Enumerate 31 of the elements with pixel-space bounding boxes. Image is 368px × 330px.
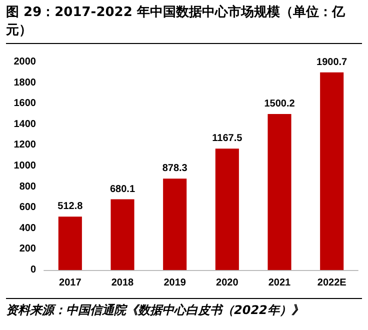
text: 资料来源：中国信通院《数据中心白皮书（2022年）》 — [6, 298, 362, 318]
data-label: 1500.2 — [264, 98, 296, 110]
y-tick-label: 800 — [19, 181, 36, 192]
x-tick-label: 2017 — [59, 278, 82, 288]
y-tick-label: 400 — [19, 222, 36, 234]
y-tick-label: 0 — [30, 264, 36, 276]
data-label: 878.3 — [162, 163, 188, 174]
y-tick-label: 1000 — [14, 160, 36, 172]
bar — [163, 178, 187, 270]
bar — [320, 72, 344, 270]
y-tick-label: 1200 — [14, 140, 36, 151]
data-label: 512.8 — [58, 201, 84, 212]
data-label: 680.1 — [110, 184, 136, 195]
y-tick-label: 200 — [19, 244, 36, 255]
bar — [268, 114, 292, 270]
y-tick-label: 1800 — [14, 77, 36, 88]
x-tick-label: 2018 — [111, 278, 134, 288]
y-tick-label: 600 — [19, 202, 36, 214]
bar — [58, 216, 82, 270]
x-tick-label: 2021 — [268, 278, 292, 288]
y-tick-label: 1400 — [14, 118, 36, 130]
y-tick-label: 2000 — [14, 56, 36, 68]
x-tick-label: 2022E — [317, 278, 347, 288]
data-label: 1167.5 — [212, 133, 243, 144]
bar — [215, 148, 239, 270]
x-tick-label: 2020 — [216, 278, 239, 288]
data-label: 1900.7 — [316, 56, 348, 68]
chart-title: 图 29：2017-2022 年中国数据中心市场规模（单位：亿元） — [6, 4, 362, 44]
y-tick-label: 1600 — [14, 98, 36, 110]
bar — [110, 199, 134, 270]
x-tick-label: 2019 — [164, 278, 186, 288]
